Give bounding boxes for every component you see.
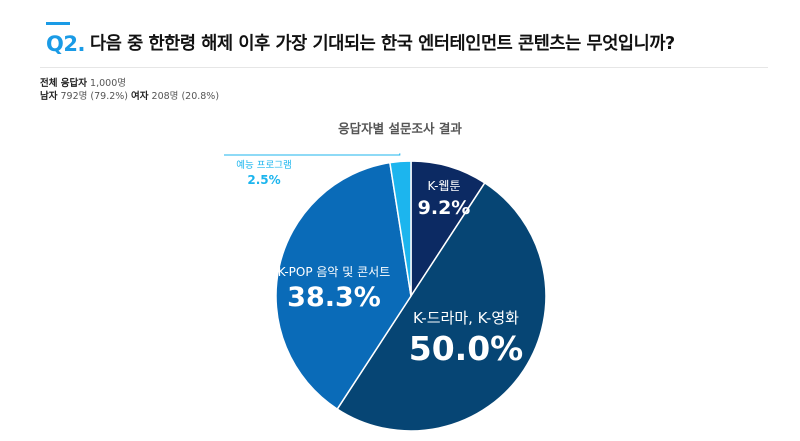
slice-label-webtoon: K-웹툰 — [427, 179, 460, 193]
slice-label-kpop: K-POP 음악 및 콘서트 — [278, 265, 391, 279]
female-value: 208명 (20.8%) — [151, 91, 220, 102]
question-accent-bar — [46, 22, 70, 25]
respondent-total-row: 전체 응답자 1,000명 — [40, 77, 219, 90]
total-value: 1,000명 — [90, 78, 126, 89]
leader-line-variety — [224, 153, 401, 156]
slice-value-webtoon: 9.2% — [418, 197, 471, 219]
chart-title: 응답자별 설문조사 결과 — [338, 121, 462, 136]
slice-label-drama-film: K-드라마, K-영화 — [413, 309, 519, 327]
question-header: Q2. 다음 중 한한령 해제 이후 가장 기대되는 한국 엔터테인먼트 콘텐츠… — [40, 22, 780, 68]
header-divider — [40, 67, 768, 68]
pie-slice-drama-film — [336, 181, 547, 432]
slice-value-drama-film: 50.0% — [409, 329, 524, 368]
male-label: 남자 — [40, 91, 58, 102]
female-label: 여자 — [131, 91, 149, 102]
slice-label-variety: 예능 프로그램 — [236, 159, 291, 171]
question-number: Q2. — [46, 32, 85, 56]
pie-slice-webtoon — [410, 160, 486, 299]
slice-value-kpop: 38.3% — [287, 282, 381, 313]
respondent-gender-row: 남자 792명 (79.2%) 여자 208명 (20.8%) — [40, 90, 219, 103]
pie-slice-kpop — [275, 161, 412, 411]
question-text: 다음 중 한한령 해제 이후 가장 기대되는 한국 엔터테인먼트 콘텐츠는 무엇… — [90, 34, 675, 54]
pie-slice-variety — [389, 160, 412, 297]
slice-value-variety: 2.5% — [247, 173, 280, 187]
male-value: 792명 (79.2%) — [60, 91, 128, 102]
respondent-info: 전체 응답자 1,000명 남자 792명 (79.2%) 여자 208명 (2… — [40, 77, 219, 103]
total-label: 전체 응답자 — [40, 78, 88, 89]
